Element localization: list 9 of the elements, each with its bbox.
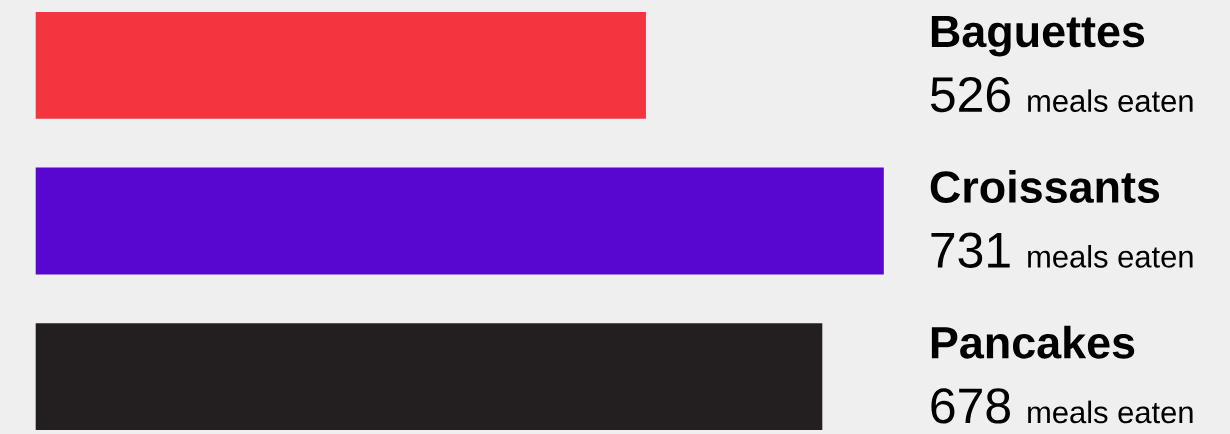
data-label: 731 xyxy=(931,232,1010,268)
data-label: 678 xyxy=(931,388,1010,424)
y-tick-label: Croissants xyxy=(930,170,1160,203)
y-tick-label: Pancakes xyxy=(931,325,1135,359)
data-label: 526 xyxy=(930,76,1010,113)
text: meals eaten xyxy=(1028,89,1193,113)
y-tick-label: Baguettes xyxy=(931,16,1145,57)
text: meals eaten xyxy=(1028,400,1193,424)
text: meals eaten xyxy=(1028,244,1193,268)
